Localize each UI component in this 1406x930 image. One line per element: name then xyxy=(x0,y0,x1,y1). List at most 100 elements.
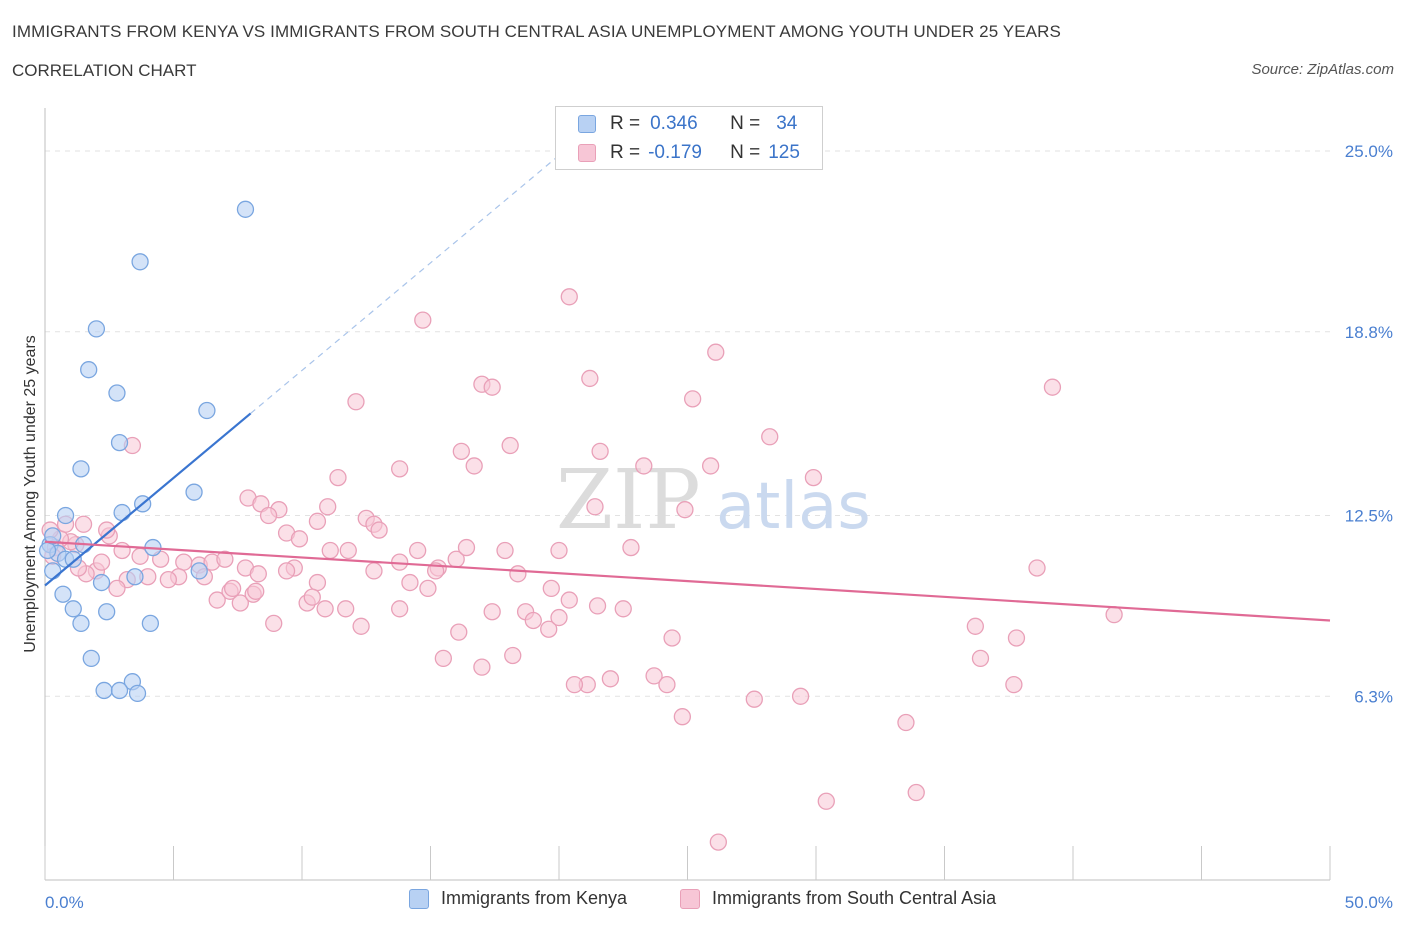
point-sca xyxy=(761,428,779,446)
point-sca xyxy=(701,457,720,475)
point-kenya xyxy=(44,562,62,580)
legend-row-sca: R = -0.179 N = 125 xyxy=(578,140,800,166)
point-sca xyxy=(683,390,702,408)
point-sca xyxy=(408,541,427,560)
point-sca xyxy=(231,594,249,612)
point-sca xyxy=(560,288,578,306)
point-sca xyxy=(635,457,653,475)
point-kenya xyxy=(87,320,106,338)
point-sca xyxy=(663,629,681,647)
point-sca xyxy=(591,442,609,460)
trend-lines xyxy=(44,154,1331,622)
point-sca xyxy=(540,620,558,638)
series-kenya-points xyxy=(38,200,255,703)
point-sca xyxy=(319,498,337,516)
legend-swatch-kenya xyxy=(409,888,429,909)
trend-sca xyxy=(44,540,1331,622)
watermark: ZIP atlas xyxy=(556,453,871,548)
point-kenya xyxy=(198,401,216,420)
point-sca xyxy=(265,614,283,633)
point-kenya xyxy=(64,600,82,618)
point-sca xyxy=(586,498,604,516)
point-sca xyxy=(208,591,226,609)
point-kenya xyxy=(190,562,208,580)
point-kenya xyxy=(185,483,203,501)
legend-row-kenya: R = 0.346 N = 34 xyxy=(578,111,797,137)
legend-swatch-sca xyxy=(680,888,700,909)
point-sca xyxy=(707,343,725,361)
point-sca xyxy=(560,591,578,609)
point-sca xyxy=(509,565,527,583)
y-tick-label: 12.5% xyxy=(1345,506,1393,525)
legend-r-value-sca: -0.179 xyxy=(648,142,702,163)
point-sca xyxy=(542,579,560,598)
point-sca xyxy=(259,506,278,525)
point-kenya xyxy=(110,433,129,452)
y-axis-label: Unemployment Among Youth under 25 years xyxy=(22,335,39,653)
point-sca xyxy=(791,687,810,705)
legend-n-value-sca: 125 xyxy=(768,142,800,163)
point-sca xyxy=(419,579,437,598)
point-sca xyxy=(329,468,347,487)
legend-label-sca: Immigrants from South Central Asia xyxy=(712,888,997,908)
point-kenya xyxy=(72,460,90,478)
point-sca xyxy=(290,530,309,548)
point-kenya xyxy=(128,684,147,703)
point-sca xyxy=(92,553,111,571)
point-sca xyxy=(1007,629,1026,647)
trend-kenya-extension xyxy=(250,154,560,414)
point-sca xyxy=(658,675,676,694)
point-sca xyxy=(113,541,131,560)
point-kenya xyxy=(56,506,75,525)
legend-label-kenya: Immigrants from Kenya xyxy=(441,888,628,908)
legend-n-label: N = xyxy=(730,142,761,163)
point-sca xyxy=(175,553,193,571)
point-sca xyxy=(1043,378,1062,396)
point-sca xyxy=(676,501,694,519)
point-sca xyxy=(249,565,267,583)
point-sca xyxy=(550,541,568,560)
point-kenya xyxy=(92,573,111,592)
point-sca xyxy=(434,649,453,668)
point-sca xyxy=(581,369,599,388)
point-sca xyxy=(614,600,632,618)
point-sca xyxy=(709,833,727,851)
point-sca xyxy=(159,570,178,589)
point-kenya xyxy=(80,361,98,379)
point-sca xyxy=(524,611,542,630)
point-kenya xyxy=(113,503,131,522)
point-sca xyxy=(483,603,501,621)
point-kenya xyxy=(54,585,72,603)
legend-item-sca[interactable]: Immigrants from South Central Asia xyxy=(680,888,996,909)
point-sca xyxy=(457,538,476,557)
point-kenya xyxy=(141,614,160,633)
point-sca xyxy=(971,649,990,668)
point-kenya xyxy=(236,200,255,218)
legend-item-kenya[interactable]: Immigrants from Kenya xyxy=(409,888,627,909)
point-sca xyxy=(452,442,470,460)
point-sca xyxy=(316,600,334,618)
point-sca xyxy=(1005,675,1023,694)
legend-r-label: R = xyxy=(610,142,641,163)
point-kenya xyxy=(72,614,90,633)
point-sca xyxy=(339,541,357,560)
chart-subtitle: CORRELATION CHART xyxy=(12,61,197,80)
point-sca xyxy=(74,515,93,533)
point-sca xyxy=(391,600,409,618)
point-sca xyxy=(401,573,419,592)
point-sca xyxy=(1028,559,1046,577)
point-kenya xyxy=(98,603,116,621)
y-tick-label: 25.0% xyxy=(1345,142,1393,161)
x-tick-label: 0.0% xyxy=(45,893,84,912)
point-sca xyxy=(897,713,915,732)
point-kenya xyxy=(64,550,82,568)
point-sca xyxy=(966,617,984,635)
series-sca-points xyxy=(41,288,1123,851)
point-sca xyxy=(473,658,491,676)
point-sca xyxy=(352,617,370,635)
legend-n-label: N = xyxy=(730,113,761,134)
point-kenya xyxy=(38,541,57,560)
point-sca xyxy=(108,579,126,598)
legend-swatch-kenya xyxy=(578,115,596,133)
point-sca xyxy=(565,675,584,694)
